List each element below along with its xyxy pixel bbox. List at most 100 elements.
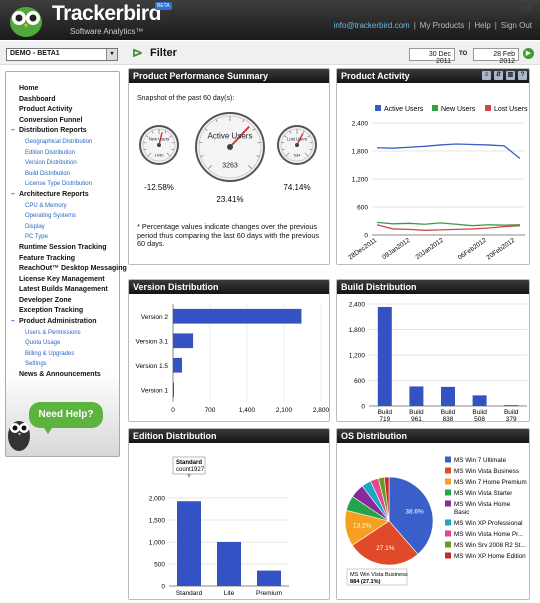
gauge-needle (158, 132, 163, 146)
sidebar-item[interactable]: Runtime Session Tracking (11, 243, 119, 254)
pie-slice (383, 476, 390, 522)
version-bar-chart: 0 700 1,400 2,100 2,800 Version 2 Version 3.1 V… (135, 304, 330, 414)
sidebar-item[interactable]: Users & Permissions (11, 328, 119, 339)
sidebar-item[interactable]: Edition Distribution (11, 148, 119, 159)
y-tick-label: 1,500 (149, 518, 166, 525)
gauge-tick (256, 155, 260, 157)
bar (173, 382, 174, 398)
sidebar-item-label: Home (19, 85, 39, 92)
top-link[interactable]: info@trackerbird.com (333, 21, 410, 30)
sidebar-item[interactable]: Product Activity (11, 105, 119, 116)
category-label: Lite (224, 590, 235, 597)
sidebar-item[interactable]: Operating Systems (11, 211, 119, 222)
category-label: Build 838 (441, 409, 456, 422)
date-from-input[interactable]: 30 Dec 2011 (409, 48, 455, 65)
gauge-value: 1430 (155, 152, 165, 157)
category-label: Standard (176, 590, 203, 597)
sidebar-item[interactable]: Build Distribution (11, 169, 119, 180)
panel-summary: Product Performance Summary Snapshot of … (128, 68, 330, 265)
sidebar-item[interactable]: News & Announcements (11, 370, 119, 381)
sidebar-item[interactable]: Feature Tracking (11, 254, 119, 265)
sidebar-item[interactable]: Settings (11, 359, 119, 370)
need-help-button[interactable]: Need Help? (29, 402, 103, 428)
trackerbird-owl-logo[interactable] (6, 2, 46, 38)
product-select[interactable]: DEMO - BETA1 ▾ (6, 48, 118, 61)
date-to-label: TO (459, 51, 468, 57)
tooltip-title: Standard (176, 460, 202, 466)
sidebar-item[interactable]: PC Type (11, 232, 119, 243)
bar (173, 308, 302, 324)
collapse-icon[interactable]: – (11, 318, 15, 326)
link-separator: | (413, 21, 416, 30)
legend-swatch (445, 541, 451, 548)
sidebar-item-label: Developer Zone (19, 296, 72, 304)
x-tick-label: 20Jan2012 (415, 237, 446, 261)
sidebar-item[interactable]: Display (11, 222, 119, 233)
table-icon[interactable]: ▥ (506, 71, 515, 80)
sidebar-item[interactable]: – Distribution Reports (11, 126, 119, 137)
sidebar-item[interactable]: License Type Distribution (11, 179, 119, 190)
sidebar-item[interactable]: Dashboard (11, 95, 119, 106)
slice-label: 38.6% (405, 508, 424, 515)
sidebar-item[interactable]: ReachOut™ Desktop Messaging (11, 264, 127, 275)
sidebar-item[interactable]: Quota Usage (11, 338, 119, 349)
date-to-input[interactable]: 28 Feb 2012 (473, 48, 519, 65)
top-link[interactable]: Help (474, 21, 491, 30)
legend-swatch (445, 478, 451, 485)
top-link[interactable]: Sign Out (500, 21, 532, 30)
sidebar-item[interactable]: Developer Zone (11, 296, 119, 307)
category-label-part: Build (472, 409, 487, 416)
chevron-down-icon[interactable]: ▾ (106, 49, 117, 60)
sidebar-item[interactable]: Exception Tracking (11, 306, 119, 317)
panel-build: Build Distribution 0 600 1,200 1,800 2,400 Bu… (336, 279, 530, 422)
panel-edition: Edition Distribution 0 500 1,000 1,500 2,000… (128, 428, 330, 600)
sidebar-item[interactable]: – Architecture Reports (11, 190, 119, 201)
x-tick-label: 2,800 (313, 407, 330, 414)
x-tick-label: 1,400 (239, 407, 256, 414)
gauge-tick (164, 130, 167, 134)
app-header: Trackerbird BETA Software Analytics™ ◌ ◌… (0, 0, 540, 40)
bar (472, 395, 487, 406)
gauge-tick (143, 148, 147, 151)
sidebar-item[interactable]: – Product Administration (11, 317, 119, 328)
gauge-tick (207, 165, 212, 170)
collapse-icon[interactable]: – (11, 190, 15, 198)
top-link[interactable]: My Products (419, 21, 465, 30)
sort-icon[interactable]: ⇵ (494, 71, 503, 80)
sidebar-item[interactable]: Latest Builds Management (11, 285, 119, 296)
panel-title: Edition Distribution (129, 429, 329, 443)
sidebar-item[interactable]: Billing & Upgrades (11, 349, 119, 360)
gauge-tick (145, 135, 149, 138)
gauge-tick (252, 128, 256, 131)
y-tick-label: 2,400 (349, 302, 366, 309)
gauge-tick (200, 155, 204, 157)
tooltip-value: count1927 (176, 467, 205, 473)
y-tick-label: 1,000 (149, 540, 166, 547)
sidebar-item[interactable]: License Key Management (11, 275, 119, 286)
sidebar-item-label: Runtime Session Tracking (19, 243, 107, 251)
gauge-needle (229, 125, 250, 148)
panel-activity: Product Activity ≡ ⇵ ▥ ? Active Users New… (336, 68, 530, 265)
sidebar-item-label: Build Distribution (25, 170, 71, 177)
sidebar-item[interactable]: CPU & Memory (11, 201, 119, 212)
category-label-part: 508 (474, 416, 485, 422)
x-tick-label: 20Feb2012 (485, 237, 516, 262)
gauge-tick (307, 135, 311, 138)
beta-badge: BETA (155, 2, 172, 10)
help-icon[interactable]: ? (518, 71, 527, 80)
category-label: Build 379 (504, 409, 519, 422)
pie-tooltip-box (346, 568, 408, 586)
apply-filter-button[interactable]: ▶ (523, 48, 534, 59)
filter-funnel-icon: ⊳ (132, 45, 143, 60)
header-icons[interactable]: ◌ ◌ (520, 4, 532, 13)
collapse-icon[interactable]: – (11, 127, 15, 135)
gauge-hub (157, 143, 161, 147)
brand-tagline: Software Analytics™ (70, 27, 144, 36)
list-icon[interactable]: ≡ (482, 71, 491, 80)
sidebar-item[interactable]: Geographical Distribution (11, 137, 119, 148)
sidebar-item[interactable]: Version Distribution (11, 158, 119, 169)
sidebar-item[interactable]: Conversion Funnel (11, 116, 119, 127)
filter-toggle[interactable]: ⊳ Filter (132, 46, 177, 59)
sidebar-item[interactable]: Home (11, 84, 119, 95)
